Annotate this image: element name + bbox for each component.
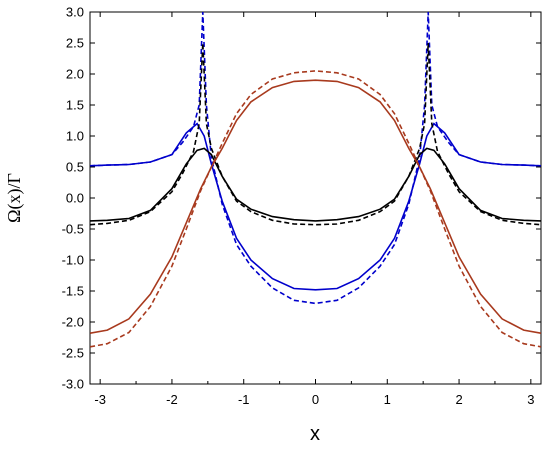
x-tick-label: 0 <box>312 392 319 407</box>
y-tick-label: -0.5 <box>62 222 84 237</box>
y-tick-label: -2.0 <box>62 315 84 330</box>
series-line-4 <box>90 42 541 226</box>
x-axis-ticks: -3 -2 -1 0 1 2 3 <box>94 12 534 407</box>
y-axis-title: Ω(x)/Γ <box>4 173 25 223</box>
x-tick-label: 2 <box>455 392 462 407</box>
series-line-2 <box>90 11 541 305</box>
y-axis-ticks: -3.0 -2.5 -2.0 -1.5 -1.0 -0.5 0.0 0.5 1.0 1.5 2.0 2… <box>62 5 541 392</box>
x-tick-label: -2 <box>166 392 178 407</box>
y-tick-label: 3.0 <box>66 5 84 20</box>
y-tick-label: 1.0 <box>66 129 84 144</box>
x-axis-title: x <box>310 423 320 445</box>
x-tick-label: 1 <box>384 392 391 407</box>
y-tick-label: 1.5 <box>66 98 84 113</box>
series-line-1 <box>90 122 541 291</box>
y-tick-label: -1.0 <box>62 253 84 268</box>
y-tick-label: -3.0 <box>62 377 84 392</box>
y-tick-label: 0.5 <box>66 160 84 175</box>
y-tick-label: 2.0 <box>66 67 84 82</box>
x-tick-label: 3 <box>527 392 534 407</box>
series-line-6 <box>89 70 542 348</box>
y-tick-label: -1.5 <box>62 284 84 299</box>
y-tick-label: 2.5 <box>66 36 84 51</box>
y-tick-label: 0.0 <box>66 191 84 206</box>
x-tick-label: -1 <box>238 392 250 407</box>
series-layer <box>89 11 542 348</box>
y-tick-label: -2.5 <box>62 346 84 361</box>
series-line-3 <box>90 147 541 222</box>
plot-area <box>89 11 542 385</box>
series-line-5 <box>89 79 542 334</box>
x-tick-label: -3 <box>94 392 106 407</box>
